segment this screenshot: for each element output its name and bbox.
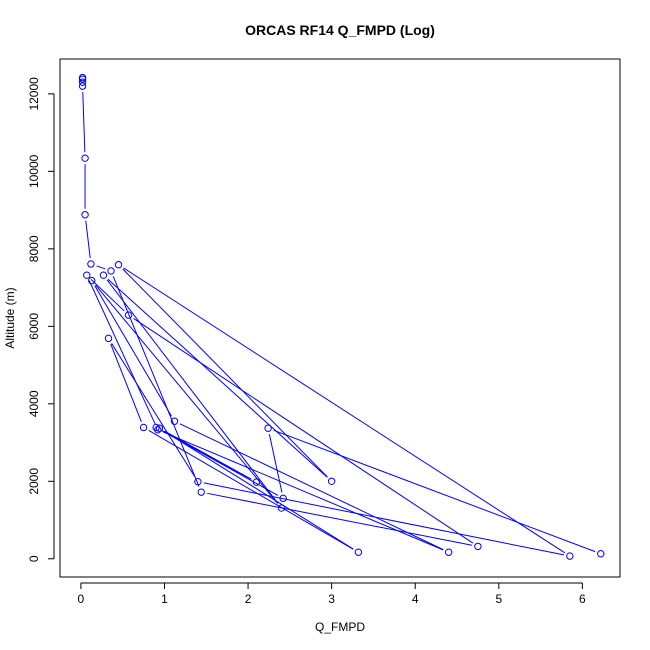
series-segment: [90, 278, 125, 312]
data-point: [78, 78, 87, 86]
data-point: [152, 423, 160, 432]
series-segment: [203, 482, 565, 556]
x-tick-label: 2: [245, 592, 252, 606]
data-point: [597, 550, 605, 558]
y-tick-label: 8000: [27, 235, 41, 262]
series-segment: [163, 431, 444, 551]
data-point: [474, 542, 482, 551]
data-point: [88, 276, 96, 285]
x-tick-label: 4: [412, 592, 419, 606]
data-point: [78, 82, 87, 90]
data-point: [154, 426, 162, 434]
series-segment: [111, 343, 196, 477]
x-tick-label: 1: [161, 592, 168, 606]
data-point: [252, 478, 261, 486]
series-segment: [179, 423, 444, 551]
series-segment: [96, 265, 106, 270]
x-axis: 0 1 2 3 4 5 6: [78, 582, 586, 606]
data-point: [566, 552, 574, 560]
series-segment: [273, 429, 596, 553]
data-point: [444, 548, 453, 556]
data-point: [81, 211, 89, 219]
data-point: [114, 261, 123, 269]
plot-frame: [59, 58, 621, 578]
data-point: [81, 154, 89, 162]
series-segment: [148, 430, 354, 550]
series-segment: [110, 343, 142, 423]
series-segment: [207, 492, 473, 546]
data-point: [264, 424, 272, 432]
data-point: [194, 477, 202, 486]
x-tick-label: 3: [328, 592, 335, 606]
data-point: [354, 548, 363, 556]
y-tick-label: 12000: [27, 77, 41, 111]
data-point: [124, 311, 133, 319]
data-point: [155, 424, 164, 432]
x-axis-label: Q_FMPD: [315, 620, 365, 634]
series-segment: [268, 433, 283, 493]
data-point: [99, 271, 108, 279]
series-segment: [122, 268, 328, 478]
y-tick-label: 10000: [27, 154, 41, 188]
series-segment: [106, 279, 279, 504]
series-segment: [85, 220, 91, 259]
data-point: [197, 488, 205, 496]
data-point: [170, 417, 179, 425]
y-tick-label: 6000: [27, 313, 41, 340]
data-point: [279, 494, 287, 503]
data-point: [107, 267, 115, 275]
chart-title: ORCAS RF14 Q_FMPD (Log): [245, 22, 435, 38]
data-point: [139, 423, 148, 432]
series-segment: [107, 278, 328, 478]
series-segment: [94, 285, 172, 417]
x-tick-label: 5: [495, 592, 502, 606]
data-point: [78, 75, 87, 83]
series-segment: [164, 430, 354, 550]
y-tick-label: 4000: [27, 390, 41, 417]
data-point: [277, 504, 286, 512]
data-point: [87, 260, 95, 268]
data-point: [83, 271, 91, 279]
series-segment: [123, 267, 566, 554]
y-tick-label: 2000: [27, 468, 41, 495]
series-layer: [78, 73, 605, 560]
y-axis-label: Altitude (m): [3, 287, 17, 348]
y-tick-label: 0: [27, 555, 41, 562]
y-axis: 0 2000 4000 6000 8000 10000 12000: [27, 77, 55, 562]
x-tick-label: 0: [78, 592, 85, 606]
series-segment: [82, 92, 86, 153]
series-segment: [133, 317, 474, 544]
data-point: [327, 477, 336, 485]
data-point: [104, 334, 113, 343]
series-segment: [88, 280, 156, 425]
x-tick-label: 6: [579, 592, 586, 606]
series-segment: [95, 284, 279, 504]
